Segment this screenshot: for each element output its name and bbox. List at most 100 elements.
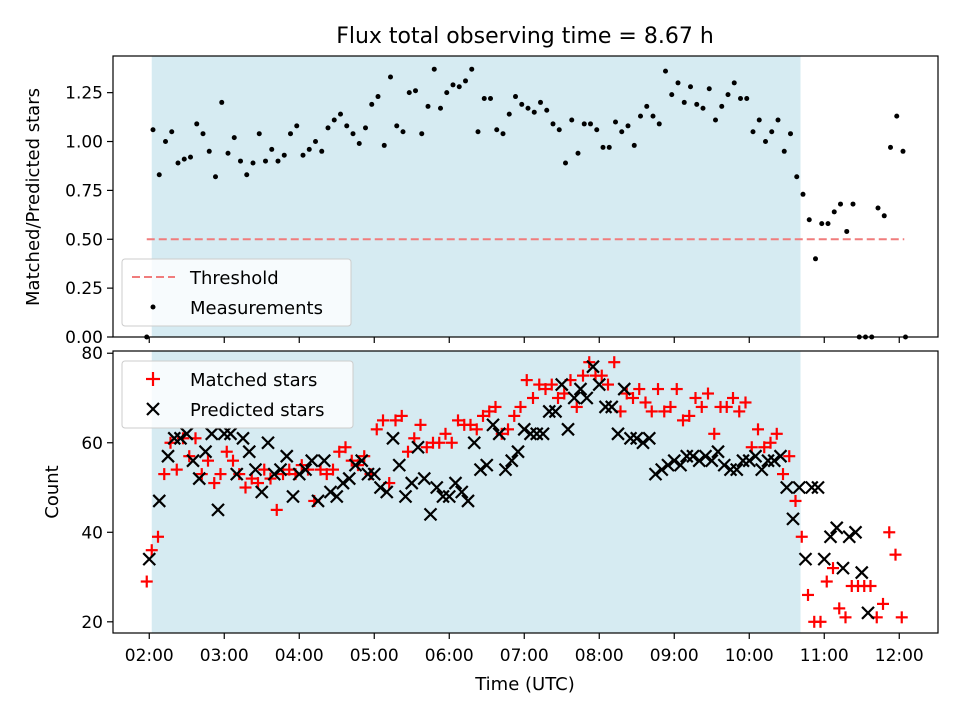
measurement-point: [588, 121, 593, 127]
matched-stars-point: [595, 369, 608, 382]
measurement-point: [813, 256, 818, 262]
matched-stars-point: [320, 468, 333, 481]
predicted-stars-point: [529, 427, 544, 441]
predicted-stars-point: [654, 462, 669, 477]
predicted-stars-point: [198, 444, 213, 459]
measurement-point: [481, 96, 487, 102]
measurement-point: [756, 117, 762, 123]
matched-stars-point: [877, 597, 889, 610]
y-tick-label: 40: [81, 523, 103, 543]
measurement-point: [350, 131, 356, 137]
predicted-stars-point: [523, 427, 538, 441]
y-axis-ticks: 20 40 60 80: [81, 344, 113, 633]
measurement-point: [563, 160, 568, 166]
measurement-point: [325, 125, 331, 131]
matched-stars-point: [733, 405, 746, 418]
matched-stars-point: [539, 383, 552, 396]
legend-item-measurements: Measurements: [190, 298, 323, 319]
measurement-point: [825, 221, 831, 227]
matched-stars-point: [414, 418, 427, 431]
matched-stars-point: [633, 383, 646, 396]
matched-stars-point: [145, 544, 158, 557]
measurement-point: [875, 205, 881, 211]
predicted-stars-point: [498, 462, 513, 477]
predicted-stars-point: [479, 458, 494, 472]
matched-stars-point: [358, 450, 371, 463]
predicted-stars-point: [729, 462, 744, 477]
matched-stars-point: [439, 427, 452, 440]
matched-stars-point: [239, 481, 252, 494]
matched-stars-point: [839, 611, 852, 624]
top-panel: 0.00 0.25 0.50 0.75 1.00 1.25 Matched/Predict…: [23, 55, 939, 348]
measurement-point: [450, 82, 456, 88]
measurement-point: [331, 117, 337, 123]
matched-stars-point: [333, 445, 346, 458]
measurement-point: [844, 228, 850, 234]
predicted-stars-point: [342, 471, 357, 486]
predicted-stars-point: [379, 485, 394, 499]
matched-stars-point: [664, 400, 677, 413]
measurement-point: [238, 158, 243, 164]
predicted-stars-point: [504, 453, 519, 468]
predicted-stars-point: [842, 529, 857, 544]
matched-stars-point: [433, 436, 446, 449]
predicted-stars-point: [779, 480, 794, 495]
measurement-point: [475, 129, 481, 135]
x-tick-label: 08:00: [575, 646, 624, 666]
matched-stars-point: [370, 423, 383, 436]
measurement-point: [688, 84, 693, 90]
matched-stars-point: [158, 468, 171, 481]
matched-stars-point: [639, 396, 652, 409]
measurement-point: [531, 109, 537, 115]
matched-stars-point: [464, 418, 477, 431]
predicted-stars-point: [417, 471, 432, 486]
y-tick-label: 0.25: [65, 279, 103, 299]
measurement-point: [806, 217, 812, 223]
matched-stars-point: [420, 441, 433, 454]
predicted-stars-point: [467, 435, 482, 450]
predicted-stars-point: [561, 422, 575, 437]
x-axis-ticks: 02:00 03:00 04:00 05:00 06:00 07:00 08:00 09:00…: [125, 633, 924, 666]
measurement-point: [669, 92, 675, 98]
measurement-point: [156, 172, 162, 178]
measurement-point: [781, 148, 787, 154]
matched-stars-point: [270, 503, 283, 516]
matched-stars-point: [770, 427, 783, 440]
measurement-point: [356, 140, 362, 146]
matched-stars-point: [652, 383, 664, 396]
predicted-stars-point: [311, 494, 325, 508]
measurement-point: [663, 68, 668, 74]
matched-stars-point: [764, 436, 777, 449]
matched-stars-point: [377, 414, 389, 427]
measurement-point: [175, 160, 181, 166]
predicted-stars-point: [854, 565, 869, 580]
measurement-point: [713, 117, 718, 123]
matched-stars-point: [752, 423, 764, 436]
matched-stars-point: [739, 396, 752, 409]
matched-stars-point: [795, 530, 808, 543]
matched-stars-point: [552, 392, 564, 404]
measurement-point: [181, 156, 187, 162]
matched-stars-point: [577, 369, 589, 382]
predicted-stars-point: [436, 489, 450, 504]
matched-stars-point: [827, 562, 839, 575]
series-predicted-stars: [142, 359, 875, 620]
predicted-stars-point: [267, 467, 282, 481]
measurement-point: [650, 113, 656, 119]
measurement-point: [313, 139, 318, 145]
measurements-legend-marker: [150, 304, 156, 310]
matched-stars-point: [208, 477, 221, 490]
measurement-point: [850, 201, 856, 207]
measurement-point: [150, 127, 156, 133]
predicted-stars-point: [361, 467, 375, 481]
legend-item-matched-stars: Matched stars: [190, 370, 317, 391]
x-axis-label: Time (UTC): [474, 674, 575, 695]
measurement-point: [244, 172, 250, 178]
measurement-point: [831, 209, 837, 215]
matched-stars-point: [708, 427, 721, 440]
predicted-stars-point: [392, 458, 407, 472]
measurement-point: [794, 174, 800, 180]
legend-frame: [121, 258, 352, 327]
matched-stars-point: [214, 468, 227, 481]
